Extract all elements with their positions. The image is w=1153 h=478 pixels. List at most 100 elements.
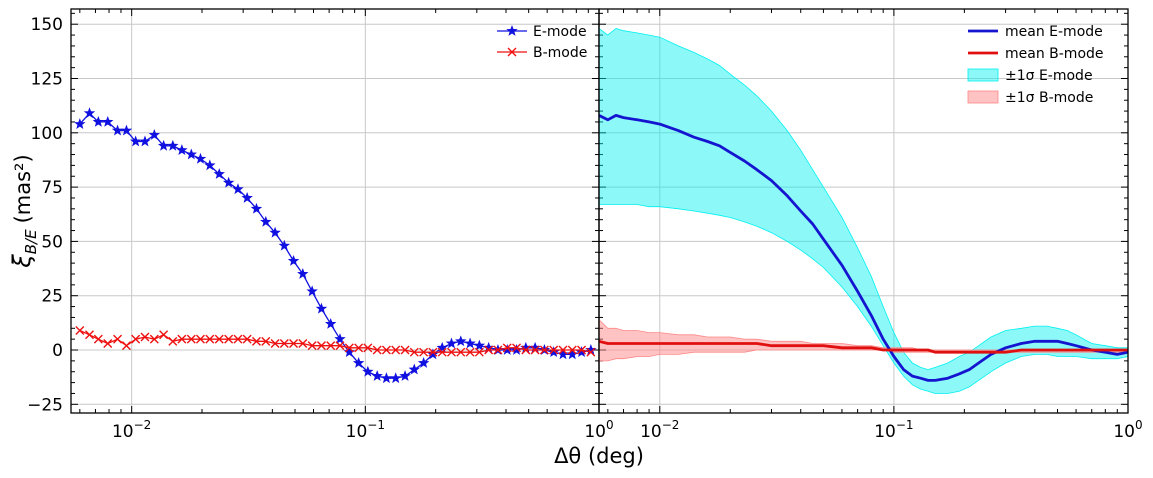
legend-label: ±1σ B-mode [1005, 90, 1093, 106]
data-point [484, 345, 494, 355]
data-point [194, 152, 207, 164]
data-point [287, 254, 300, 266]
data-point [222, 176, 235, 188]
data-point [575, 346, 588, 358]
legend-item-1-b-mode: ±1σ B-mode [967, 90, 1093, 106]
data-point [83, 107, 96, 119]
data-point [316, 341, 326, 351]
data-point [326, 341, 336, 351]
data-point [241, 191, 253, 203]
data-point [445, 337, 458, 349]
data-point [298, 339, 308, 348]
data-point [140, 332, 150, 342]
data-point [493, 345, 503, 355]
data-point [390, 372, 402, 384]
data-point [224, 334, 234, 344]
y-tick-label: 75 [41, 178, 63, 198]
data-point [121, 341, 131, 351]
left-panel: −25 0 25 50 75 100 125 150 10−2 10−1 100 E-mode B-mo… [27, 8, 614, 442]
data-point [103, 339, 113, 348]
data-point [315, 302, 328, 314]
y-ticks: −25 0 25 50 75 100 125 150 [27, 12, 599, 415]
series-line-mean-b-mode [599, 339, 1128, 354]
data-point [270, 339, 280, 348]
data-point [512, 343, 522, 353]
data-point [557, 348, 569, 360]
left-plot-area [74, 107, 597, 384]
data-point [242, 334, 252, 344]
data-point [325, 317, 337, 329]
data-point [417, 357, 430, 368]
data-point [176, 144, 188, 156]
data-point [446, 347, 456, 357]
data-point [381, 345, 391, 355]
data-point [186, 334, 196, 344]
data-point [334, 333, 346, 344]
x-ticks [79, 9, 600, 413]
data-point [102, 115, 114, 127]
data-point [344, 343, 354, 353]
legend-itemmean-b-mode: mean B-mode [968, 46, 1104, 62]
data-point [539, 345, 549, 355]
legend-item-1-e-mode: ±1σ E-mode [967, 68, 1093, 84]
data-point [482, 341, 495, 353]
data-point [362, 365, 374, 377]
data-point [566, 348, 578, 360]
y-axis-label: ξB/E(mas²) [8, 154, 40, 268]
data-point [521, 345, 531, 355]
data-point [185, 148, 198, 160]
data-point [260, 215, 272, 227]
data-point [343, 346, 356, 358]
data-point [399, 370, 411, 381]
y-tick-label: 0 [52, 341, 63, 361]
y-tick-label: 50 [41, 232, 63, 252]
legend-label: E-mode [533, 24, 587, 40]
legend-left: E-mode B-mode [497, 24, 587, 61]
legend-label: mean B-mode [1005, 46, 1104, 62]
data-point [530, 345, 540, 355]
data-point [120, 124, 133, 136]
data-point [464, 337, 476, 349]
data-point [167, 139, 179, 151]
data-point [529, 341, 541, 353]
data-point [427, 348, 439, 360]
data-point [577, 345, 587, 355]
data-point [204, 159, 216, 171]
data-point [92, 115, 105, 127]
data-point [251, 336, 261, 346]
data-point [501, 344, 513, 355]
data-point [549, 345, 559, 355]
data-point [502, 343, 512, 353]
y-tick-label: −25 [27, 395, 63, 415]
data-point [279, 339, 289, 348]
legend-swatch [967, 68, 999, 82]
legend-item-b-mode: B-mode [497, 45, 587, 61]
data-point [400, 345, 410, 355]
data-point [510, 344, 523, 355]
data-point [157, 139, 170, 151]
data-point [372, 345, 382, 355]
band-1-e-mode [599, 27, 1128, 394]
data-point [354, 343, 364, 353]
data-point [205, 334, 215, 344]
x-tick-label: 10−2 [112, 418, 151, 442]
data-point [456, 347, 466, 357]
series-b-mode [75, 325, 596, 357]
legend-label: mean E-mode [1005, 24, 1103, 40]
data-point [437, 347, 447, 357]
legend-swatch [967, 90, 999, 104]
grid [71, 9, 599, 413]
data-point [409, 347, 419, 357]
data-point [113, 334, 123, 344]
legend-marker [506, 25, 518, 36]
series-line-mean-e-mode [599, 114, 1128, 382]
data-point [129, 135, 142, 147]
data-point [473, 339, 486, 351]
data-point [213, 168, 225, 179]
y-tick-label: 25 [41, 287, 63, 307]
right-frame [598, 8, 1129, 414]
x-tick-label: 10−2 [640, 418, 679, 442]
data-point [380, 372, 393, 384]
data-point [408, 363, 420, 375]
data-point [250, 202, 263, 214]
